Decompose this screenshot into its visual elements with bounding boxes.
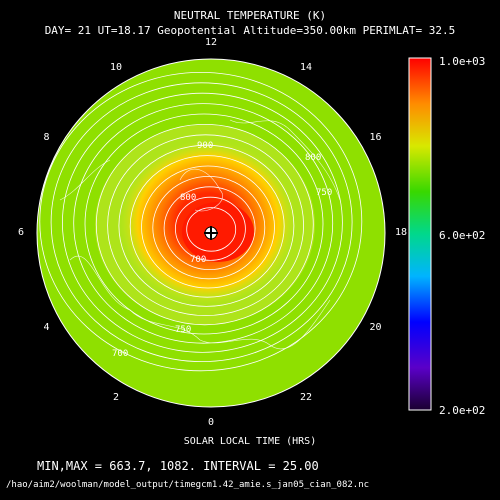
file-path: /hao/aim2/woolman/model_output/timegcm1.… [6,480,370,490]
hour-label-4: 4 [43,322,50,333]
hour-label-8: 8 [43,132,50,143]
min-max-interval: MIN,MAX = 663.7, 1082. INTERVAL = 25.00 [37,459,319,473]
hour-label-0: 0 [207,417,215,428]
pole-marker-icon [204,226,218,240]
contour-line [95,124,314,326]
colorbar-mid-label: 6.0e+02 [439,229,486,242]
contour-line [186,207,237,252]
plot-boundary [36,58,386,408]
contour-label: 700 [190,255,206,265]
colorbar-max-label: 1.0e+03 [439,55,486,68]
contour-lines [39,72,363,372]
contour-line [129,155,285,298]
colorbar-min-label: 2.0e+02 [439,404,486,417]
contour-label: 800 [305,153,321,163]
x-axis-label: SOLAR LOCAL TIME (HRS) [183,436,317,447]
contour-line [141,165,275,289]
hour-label-16: 16 [369,132,382,143]
contour-labels: 900 800 750 700 800 750 700 [112,141,332,359]
hour-label-10: 10 [109,62,123,74]
contour-label: 800 [180,193,196,203]
contour-line [61,92,343,353]
contour-line [73,103,334,344]
chart-title: NEUTRAL TEMPERATURE (K) [173,9,327,22]
hour-label-18: 18 [394,227,408,238]
colorbar [408,57,432,411]
chart-subtitle: DAY= 21 UT=18.17 Geopotential Altitude=3… [44,24,456,37]
contour-line [84,113,324,335]
contour-line [39,72,363,372]
hour-label-14: 14 [299,62,313,74]
contour-line [118,144,295,307]
hour-label-12: 12 [204,37,218,48]
hour-label-20: 20 [369,322,382,333]
contour-label: 750 [175,325,191,335]
contour-line [163,186,256,270]
hour-label-6: 6 [17,227,25,238]
contour-label: 750 [316,188,332,198]
contour-line [50,82,353,362]
contour-line [152,176,266,280]
contour-label: 700 [112,349,128,359]
contour-line [174,196,246,261]
contour-label: 900 [197,141,213,151]
hour-label-22: 22 [299,391,313,403]
hour-label-2: 2 [112,391,120,403]
contour-line [107,134,305,316]
